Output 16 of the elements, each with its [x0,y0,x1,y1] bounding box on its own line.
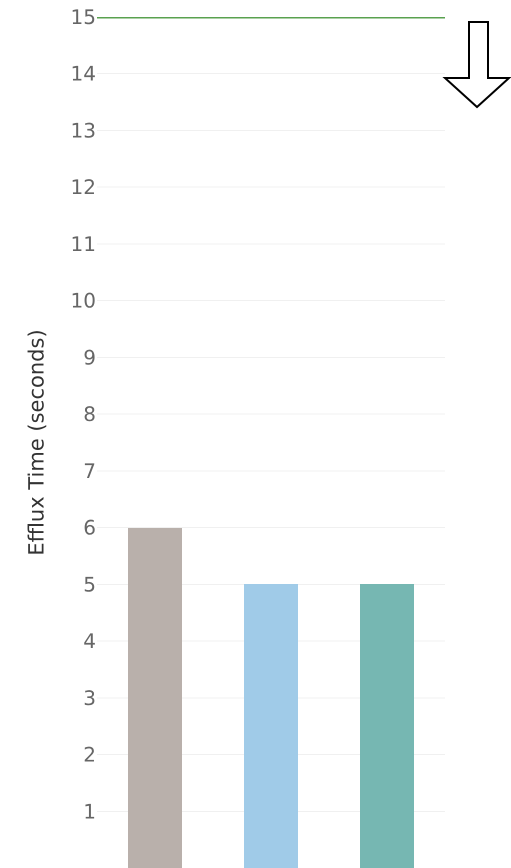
y-tick-label: 12 [70,175,96,200]
y-tick-label: 1 [83,799,96,824]
y-tick-label: 14 [70,62,96,86]
y-tick-label: 8 [83,402,96,426]
y-tick-label: 9 [83,345,96,370]
y-tick-label: 3 [83,686,96,710]
y-tick-label: 2 [83,742,96,767]
y-tick-label: 15 [70,5,96,29]
y-tick-label: 6 [83,516,96,540]
y-tick-label: 10 [70,288,96,313]
y-tick-label: 4 [83,629,96,654]
y-tick-label: 11 [70,232,96,256]
y-axis-title: Efflux Time (seconds) [24,329,49,556]
y-tick-label: 13 [70,118,96,142]
y-tick-label: 7 [83,458,96,483]
y-tick-label: 5 [83,572,96,596]
